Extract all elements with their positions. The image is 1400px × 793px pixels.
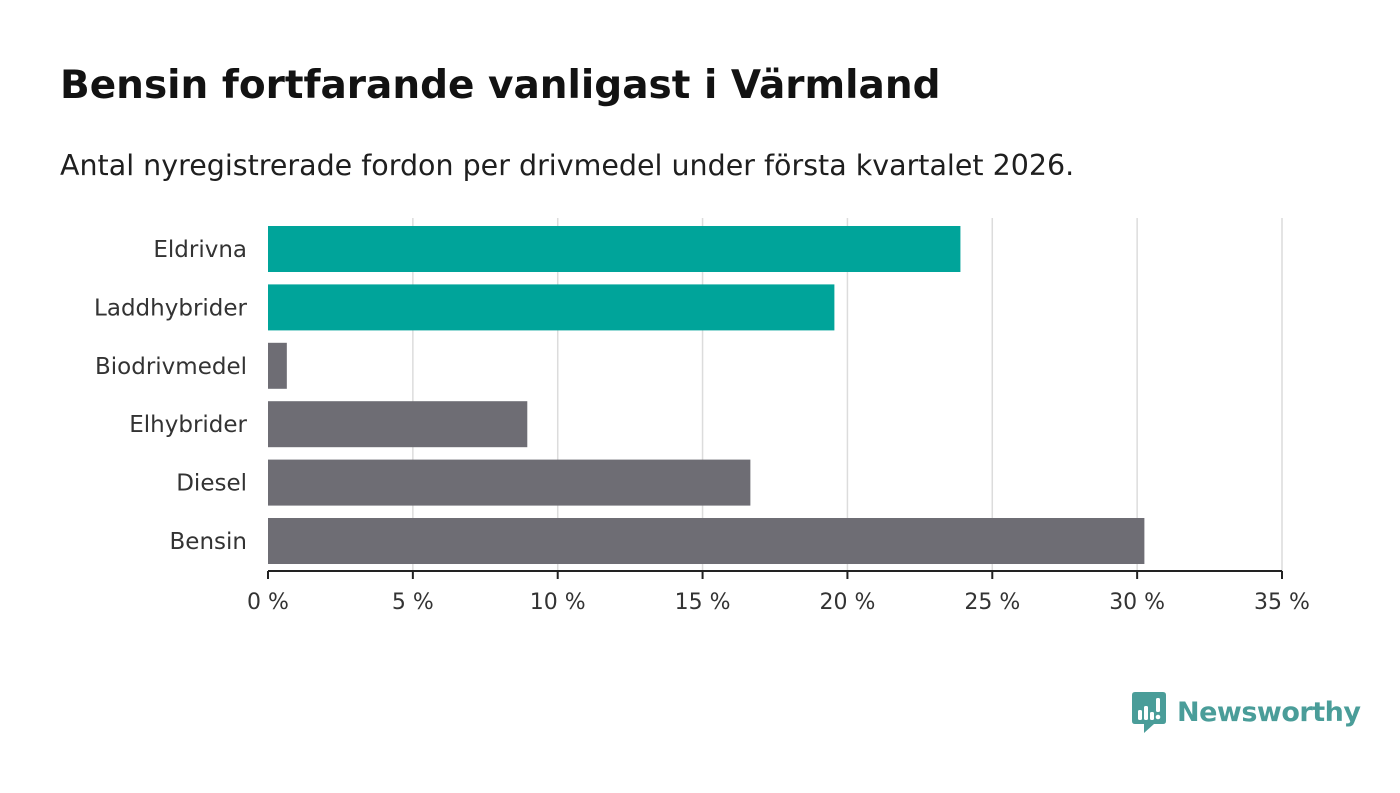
newsworthy-logo-icon [1132,692,1166,733]
newsworthy-brand: Newsworthy [1132,692,1361,734]
category-labels: Eldrivna Laddhybrider Biodrivmedel Elhybrid… [94,237,247,555]
category-label: Eldrivna [153,237,247,263]
gridlines [412,218,1283,571]
bar-laddhybrider [268,284,835,331]
category-label: Bensin [170,529,247,555]
x-axis: 0 % 5 % 10 % 15 % 20 % 25 % 30 % 35 % [247,570,1310,615]
bar-eldrivna [268,226,961,272]
category-label: Biodrivmedel [95,354,247,380]
x-tick-label: 0 % [247,590,289,615]
category-label: Diesel [176,471,247,497]
brand-name: Newsworthy [1177,697,1361,728]
x-tick-label: 35 % [1254,590,1310,615]
chart-title: Bensin fortfarande vanligast i Värmland [60,63,941,108]
x-tick-label: 20 % [819,590,875,615]
category-label: Laddhybrider [94,295,247,321]
bars [268,226,1145,564]
x-tick-label: 30 % [1109,590,1165,615]
bar-diesel [268,459,751,506]
x-tick-label: 10 % [530,590,586,615]
bar-biodrivmedel [268,342,287,389]
category-label: Elhybrider [129,412,247,438]
chart-subtitle: Antal nyregistrerade fordon per drivmede… [60,149,1075,182]
x-tick-label: 5 % [392,590,434,615]
bar-bensin [268,518,1145,564]
bar-elhybrider [268,401,528,448]
x-tick-label: 15 % [675,590,731,615]
x-tick-label: 25 % [964,590,1020,615]
